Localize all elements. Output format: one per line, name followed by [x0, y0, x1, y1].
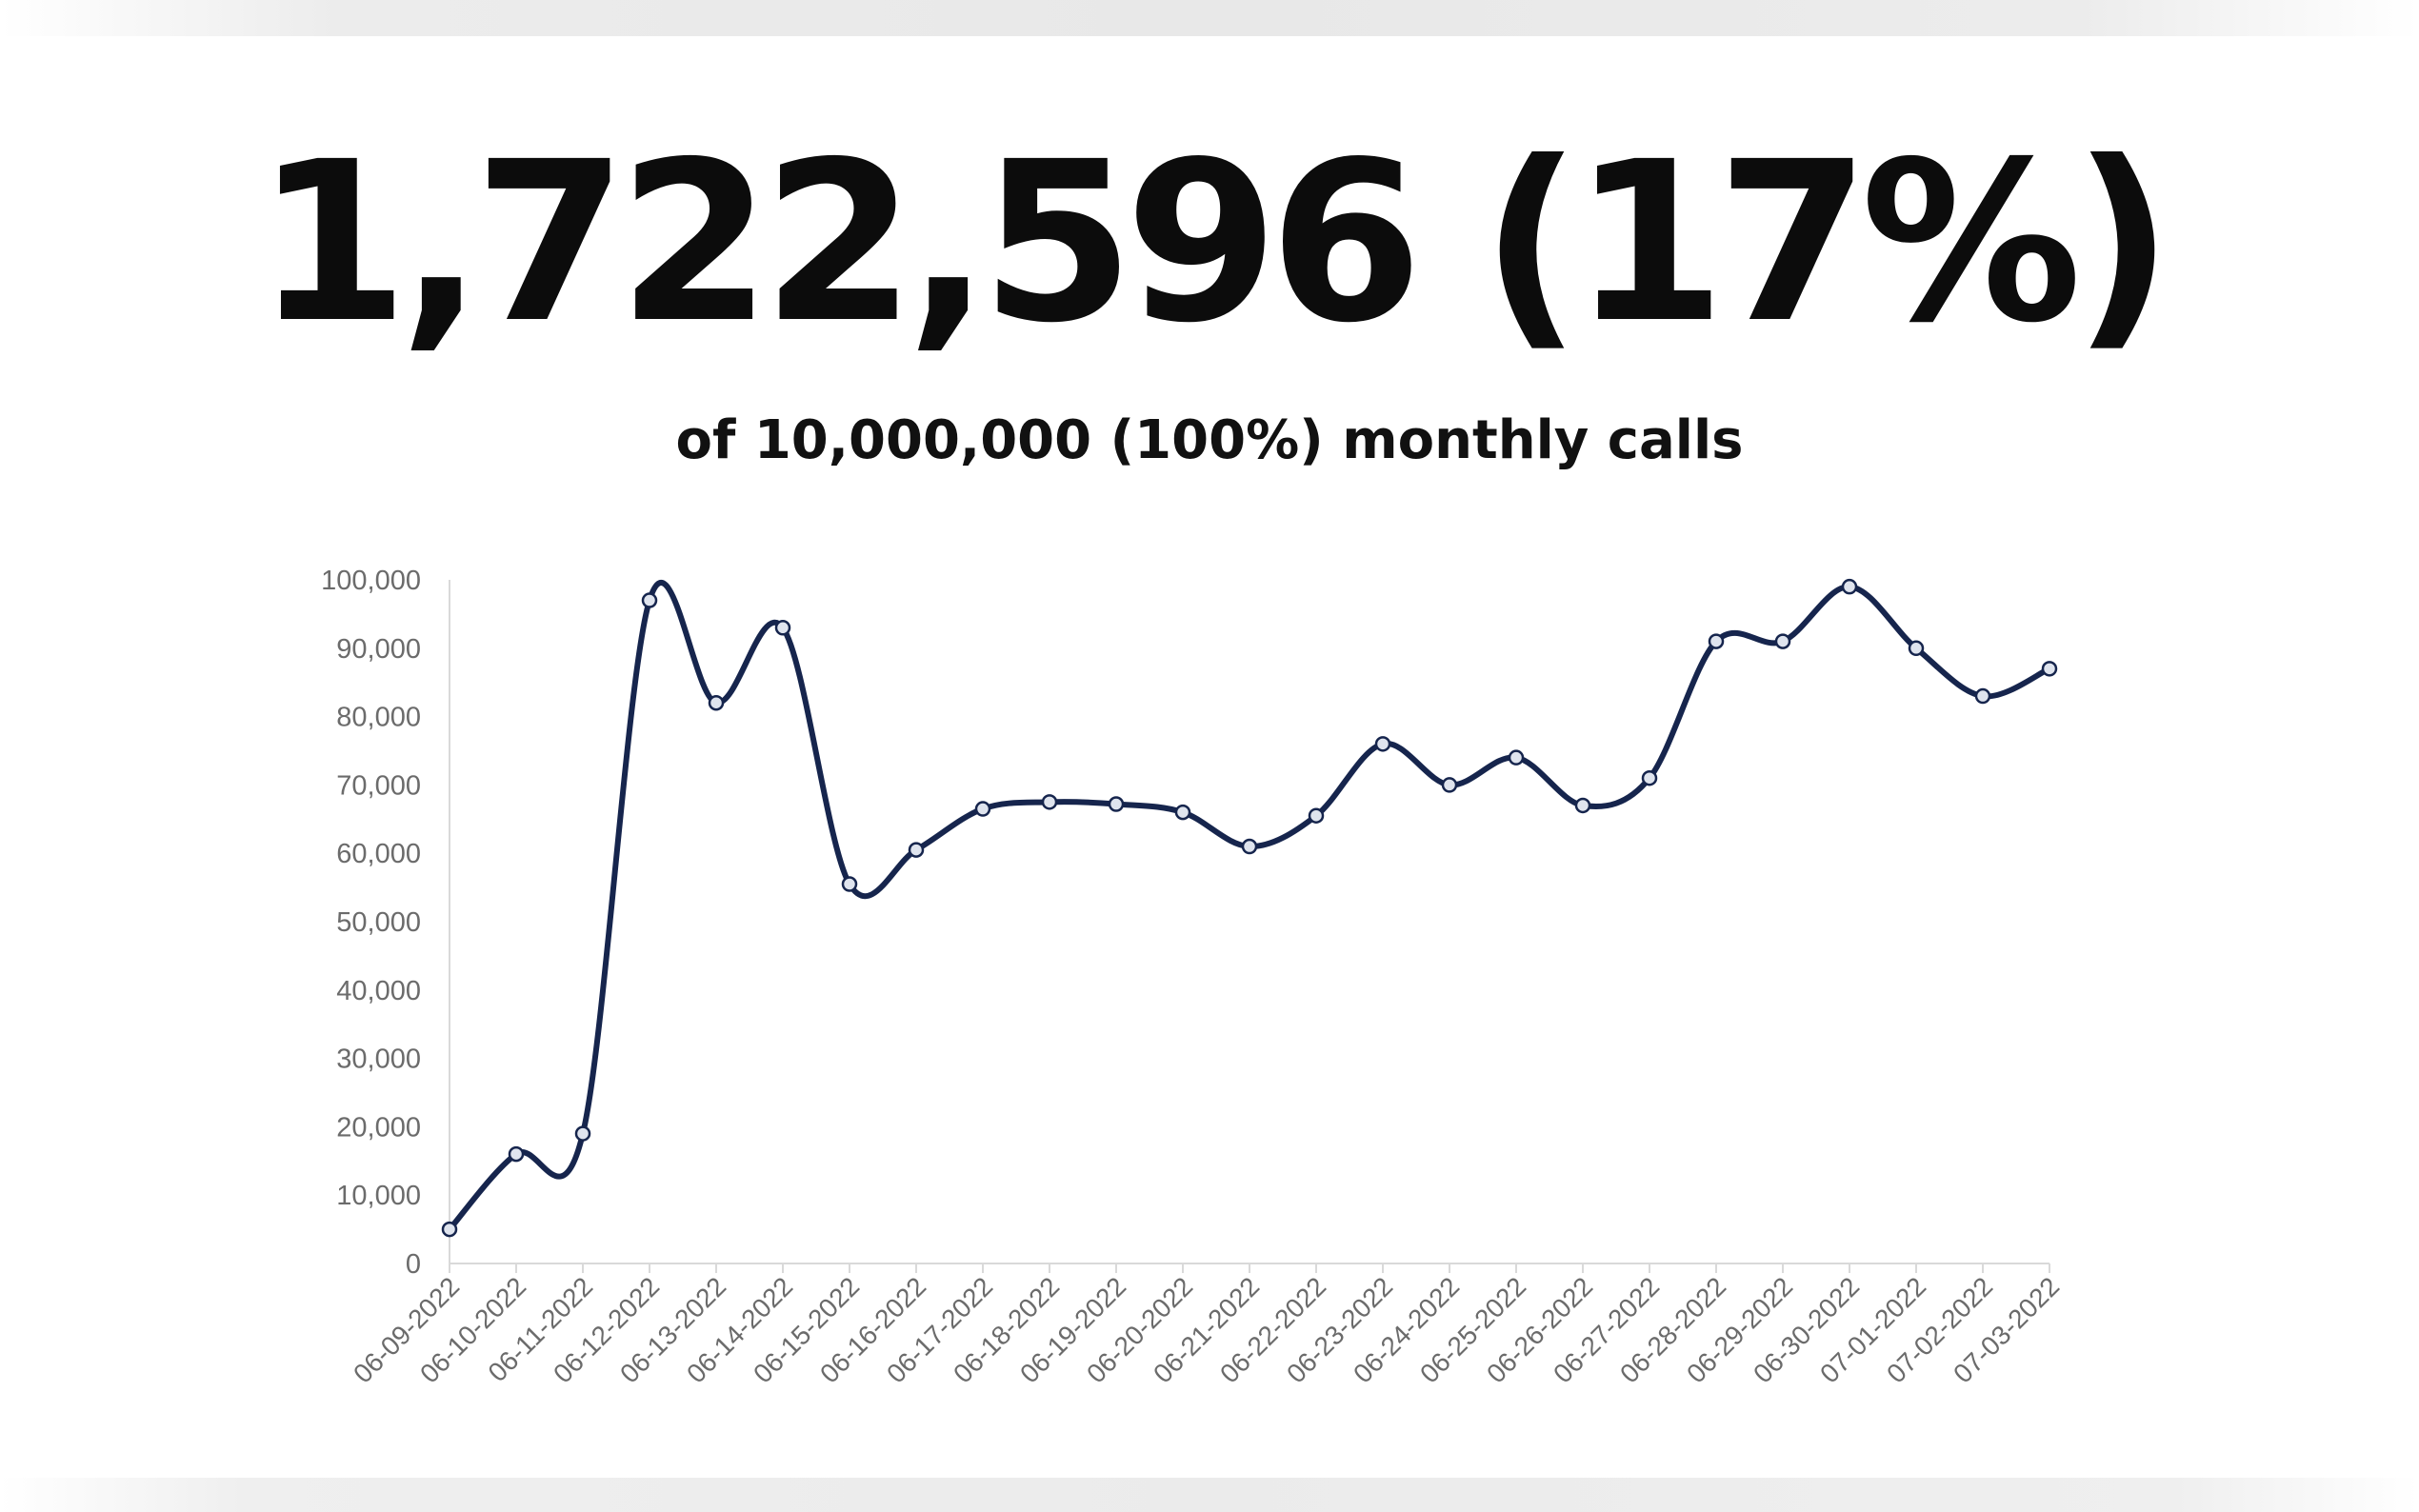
data-point	[774, 620, 791, 636]
data-point	[908, 842, 925, 858]
calls-series-line	[447, 579, 2052, 1233]
total-calls-headline: 1,722,596 (17%)	[254, 114, 2173, 371]
data-point	[1308, 807, 1325, 824]
quota-subtitle: of 10,000,000 (100%) monthly calls	[675, 409, 1744, 471]
y-tick-label: 60,000	[336, 839, 421, 869]
data-point	[641, 592, 658, 608]
bottom-shadow-band	[0, 1478, 2419, 1512]
data-point	[1774, 633, 1791, 649]
y-tick-label: 70,000	[336, 770, 421, 801]
data-point	[1441, 777, 1458, 793]
y-tick-label: 100,000	[321, 566, 421, 596]
data-point	[1108, 796, 1125, 812]
data-point	[1241, 838, 1258, 855]
data-point	[1574, 797, 1591, 814]
data-point	[974, 801, 991, 817]
y-tick-label: 50,000	[336, 907, 421, 938]
y-axis-ticks: 0 10,000 20,000 30,000 40,000 50,000 60,000 70,…	[321, 566, 421, 1280]
data-point	[1708, 633, 1725, 649]
x-axis-ticks: 06-09-202206-10-202206-11-202206-12-2022…	[348, 1263, 2065, 1389]
data-point	[441, 1221, 458, 1238]
y-tick-label: 80,000	[336, 703, 421, 733]
data-point	[708, 694, 725, 711]
y-tick-label: 90,000	[336, 634, 421, 665]
top-shadow-band	[0, 0, 2419, 36]
data-point	[1374, 736, 1391, 752]
data-point	[1974, 687, 1991, 705]
data-point	[574, 1125, 591, 1142]
y-tick-label: 30,000	[336, 1044, 421, 1075]
data-point	[1908, 640, 1925, 657]
data-point	[1841, 578, 1858, 595]
data-point	[2041, 661, 2058, 677]
data-point	[1174, 804, 1191, 821]
data-point	[1041, 794, 1058, 810]
data-point	[1508, 749, 1525, 766]
y-tick-label: 10,000	[336, 1181, 421, 1211]
data-point	[841, 876, 858, 892]
data-point-markers	[441, 578, 2058, 1238]
data-point	[508, 1145, 525, 1163]
y-tick-label: 0	[406, 1249, 421, 1280]
y-tick-label: 40,000	[336, 976, 421, 1006]
y-tick-label: 20,000	[336, 1112, 421, 1143]
data-point	[1641, 769, 1658, 786]
